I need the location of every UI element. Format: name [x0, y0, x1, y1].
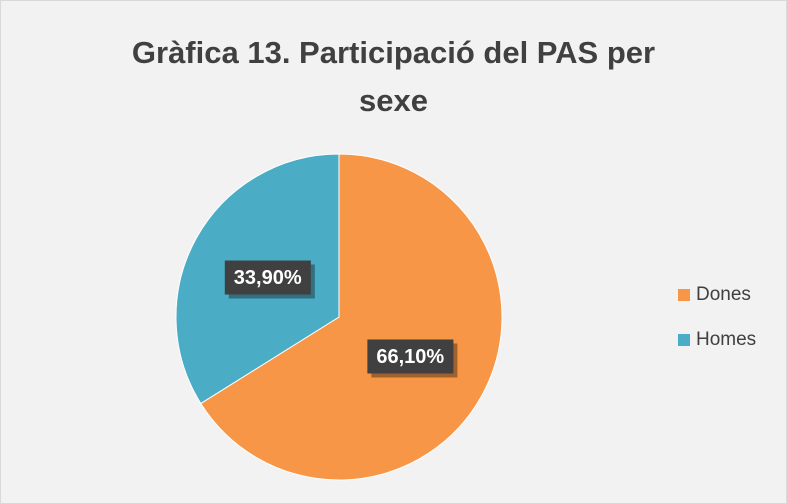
legend-swatch	[678, 334, 690, 346]
legend-label: Homes	[696, 329, 756, 350]
data-label-text: 33,90%	[234, 267, 302, 289]
data-label: 33,90%	[224, 260, 315, 299]
legend-swatch	[678, 289, 690, 301]
label-box	[367, 339, 454, 374]
legend-label: Dones	[696, 284, 751, 305]
pie-slice	[200, 153, 503, 481]
data-label-text: 66,10%	[376, 346, 444, 368]
label-box	[224, 260, 311, 295]
chart-title: Gràfica 13. Participació del PAS per sex…	[131, 35, 656, 118]
data-label: 66,10%	[367, 339, 458, 378]
